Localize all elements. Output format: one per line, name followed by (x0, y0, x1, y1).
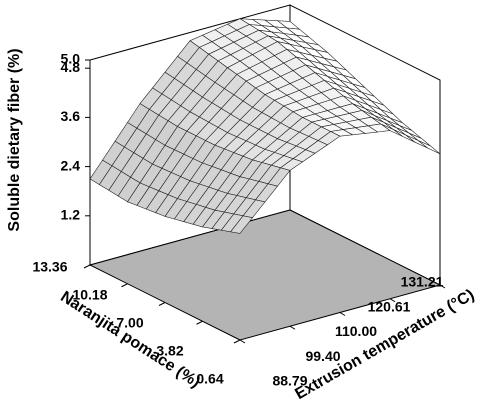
x-tick (196, 320, 203, 325)
surface-cell (127, 126, 216, 217)
z-tick-label: 2.4 (61, 157, 81, 173)
surface (89, 18, 441, 234)
surface-cell (239, 18, 328, 53)
surface-cell (251, 117, 341, 171)
y-tick (389, 298, 396, 303)
surface-cell (352, 103, 441, 155)
surface-cell (189, 18, 279, 69)
surface-cell (164, 144, 253, 228)
z-tick-label: 1.2 (61, 207, 81, 223)
y-tick (289, 325, 296, 330)
floor (88, 209, 442, 341)
x-tick-label: 7.00 (116, 315, 143, 331)
z-tick-label: 5.0 (61, 51, 81, 67)
z-tick-label: 3.6 (61, 108, 81, 124)
surface-cell (301, 103, 391, 137)
x-tick (121, 283, 128, 288)
surface-cell (201, 159, 291, 234)
x-tick-label: 13.36 (32, 259, 67, 275)
surface-facet (230, 215, 254, 234)
x-tick (233, 339, 241, 344)
y-tick (339, 312, 346, 316)
y-tick-label: 110.00 (335, 323, 377, 339)
surface-cell (139, 40, 228, 127)
y-tick (439, 284, 446, 289)
surface-cell (277, 41, 366, 88)
z-axis-label: Soluble dietary fiber (%) (6, 48, 23, 231)
y-tick-label: 88.79 (272, 373, 307, 389)
y-tick (239, 339, 246, 344)
z-tick-label: 4.8 (61, 59, 81, 75)
surface-cell (177, 67, 266, 146)
x-tick (83, 264, 91, 269)
y-tick-label: 120.61 (368, 298, 411, 314)
surface-cell (264, 72, 354, 118)
y-tick-label: 131.21 (401, 274, 444, 290)
surface-cell (314, 72, 403, 124)
x-tick-label: 0.64 (196, 371, 223, 387)
x-tick-label: 10.18 (72, 287, 107, 303)
y-tick-label: 99.40 (305, 348, 340, 364)
x-tick-label: 3.82 (156, 343, 183, 359)
x-tick (158, 302, 166, 306)
